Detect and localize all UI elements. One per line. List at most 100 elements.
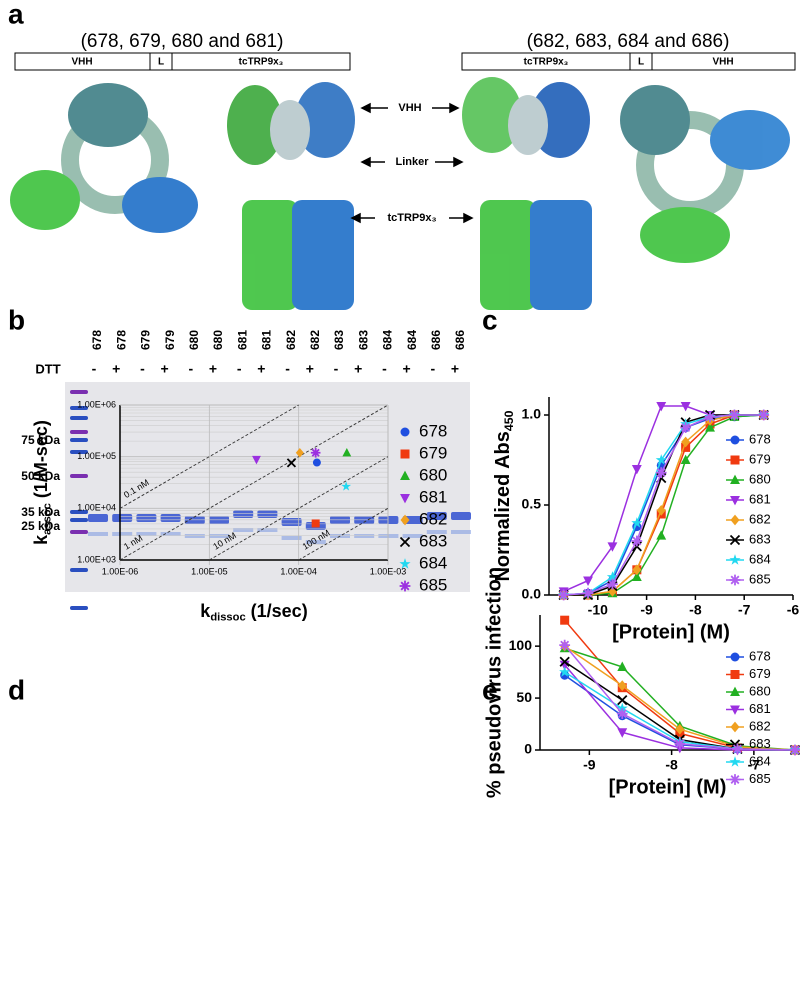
marker — [311, 519, 320, 528]
band — [88, 514, 108, 522]
x-tick-label: -7 — [748, 757, 761, 773]
axis-title: [Protein] (M) — [612, 621, 730, 643]
band — [136, 532, 157, 536]
x-tick-label: 1.00E-05 — [191, 566, 228, 576]
x-tick-label: -9 — [640, 602, 653, 618]
dtt-sign: + — [209, 361, 217, 377]
lane-label: 681 — [235, 330, 249, 350]
marker-label: 50 kDa — [21, 469, 60, 483]
segment: L — [638, 57, 644, 68]
iso-line — [298, 507, 389, 561]
band — [257, 510, 278, 518]
panel-letter: a — [8, 0, 24, 29]
marker — [558, 589, 570, 601]
ladder-band — [70, 438, 88, 442]
legend-label: 682 — [749, 511, 771, 526]
x-tick-label: -7 — [738, 602, 751, 618]
panel-letter: e — [482, 674, 498, 705]
band — [136, 514, 157, 522]
lane-label: 679 — [163, 330, 177, 350]
y-tick-label: 50 — [516, 689, 532, 705]
y-tick-label: 0.0 — [522, 586, 542, 602]
axis-title-part: (1/sec) — [246, 601, 308, 621]
lane-label: 682 — [308, 330, 322, 350]
y-tick-label: 100 — [509, 637, 533, 653]
dtt-sign: - — [382, 361, 387, 377]
axis-title-sub: assoc — [41, 503, 53, 535]
legend-label: 678 — [749, 648, 771, 663]
marker — [704, 411, 716, 423]
ladder-band — [70, 390, 88, 394]
legend-label: 683 — [749, 736, 771, 751]
arrow-label: tcTRP9x₃ — [387, 212, 436, 224]
lane-label: 686 — [429, 330, 443, 350]
dtt-sign: - — [237, 361, 242, 377]
dtt-sign: + — [451, 361, 459, 377]
band — [233, 528, 254, 532]
band — [451, 530, 471, 534]
marker — [400, 449, 410, 459]
band — [160, 532, 181, 536]
marker — [607, 542, 618, 552]
band — [184, 534, 205, 538]
marker — [631, 571, 642, 582]
marker — [656, 530, 667, 540]
axis-title-part: k — [200, 601, 211, 621]
lane-label: 684 — [381, 330, 395, 350]
marker-label: 35 kDa — [21, 505, 60, 519]
legend-label: 679 — [749, 666, 771, 681]
segment: L — [158, 57, 164, 68]
marker — [399, 558, 411, 569]
x-tick-label: -9 — [583, 757, 596, 773]
marker — [656, 401, 667, 412]
legend-label: 681 — [749, 491, 771, 506]
axis-title-part: Normalized Abs — [492, 431, 514, 581]
ladder-band — [70, 518, 88, 522]
ladder-band — [70, 450, 88, 454]
marker — [400, 493, 410, 504]
x-tick-label: 1.00E-04 — [280, 566, 317, 576]
dtt-sign: + — [306, 361, 314, 377]
band — [112, 514, 133, 522]
dtt-sign: + — [354, 361, 362, 377]
lane-label: 680 — [187, 330, 201, 350]
legend-label: 681 — [749, 701, 771, 716]
marker — [617, 680, 627, 692]
lane-label: 681 — [260, 330, 274, 350]
x-tick-label: 1.00E-06 — [102, 566, 139, 576]
marker — [675, 723, 685, 735]
marker — [656, 505, 666, 516]
legend-label: 679 — [419, 443, 447, 462]
marker — [655, 454, 667, 465]
dtt-sign: + — [161, 361, 169, 377]
lane-label: 679 — [139, 330, 153, 350]
legend-label: 678 — [419, 421, 447, 440]
marker-label: 25 kDa — [21, 519, 60, 533]
x-tick-label: -10 — [588, 602, 608, 618]
y-tick-label: 0.5 — [522, 496, 542, 512]
marker — [400, 427, 410, 437]
x-tick-label: -6 — [787, 602, 800, 618]
ladder-band — [70, 406, 88, 410]
marker — [655, 467, 667, 478]
marker — [631, 464, 642, 475]
y-tick-label: 1.00E+06 — [77, 399, 116, 409]
iso-line — [119, 404, 389, 561]
lane-label: 678 — [90, 330, 104, 350]
lane-label: 686 — [453, 330, 467, 350]
marker — [341, 481, 352, 491]
legend-label: 682 — [749, 718, 771, 733]
legend-label: 678 — [749, 431, 771, 446]
legend-label: 679 — [749, 451, 771, 466]
marker — [632, 564, 642, 576]
legend-label: 680 — [419, 465, 447, 484]
ladder-band — [70, 510, 88, 514]
band — [354, 534, 375, 538]
domain-bar — [14, 52, 796, 71]
marker-label: 75 kDa — [21, 433, 60, 447]
construct-title: (678, 679, 680 and 681) — [81, 31, 284, 52]
marker — [680, 454, 691, 465]
panel-letter: b — [8, 304, 25, 335]
dtt-label: DTT — [35, 361, 60, 376]
